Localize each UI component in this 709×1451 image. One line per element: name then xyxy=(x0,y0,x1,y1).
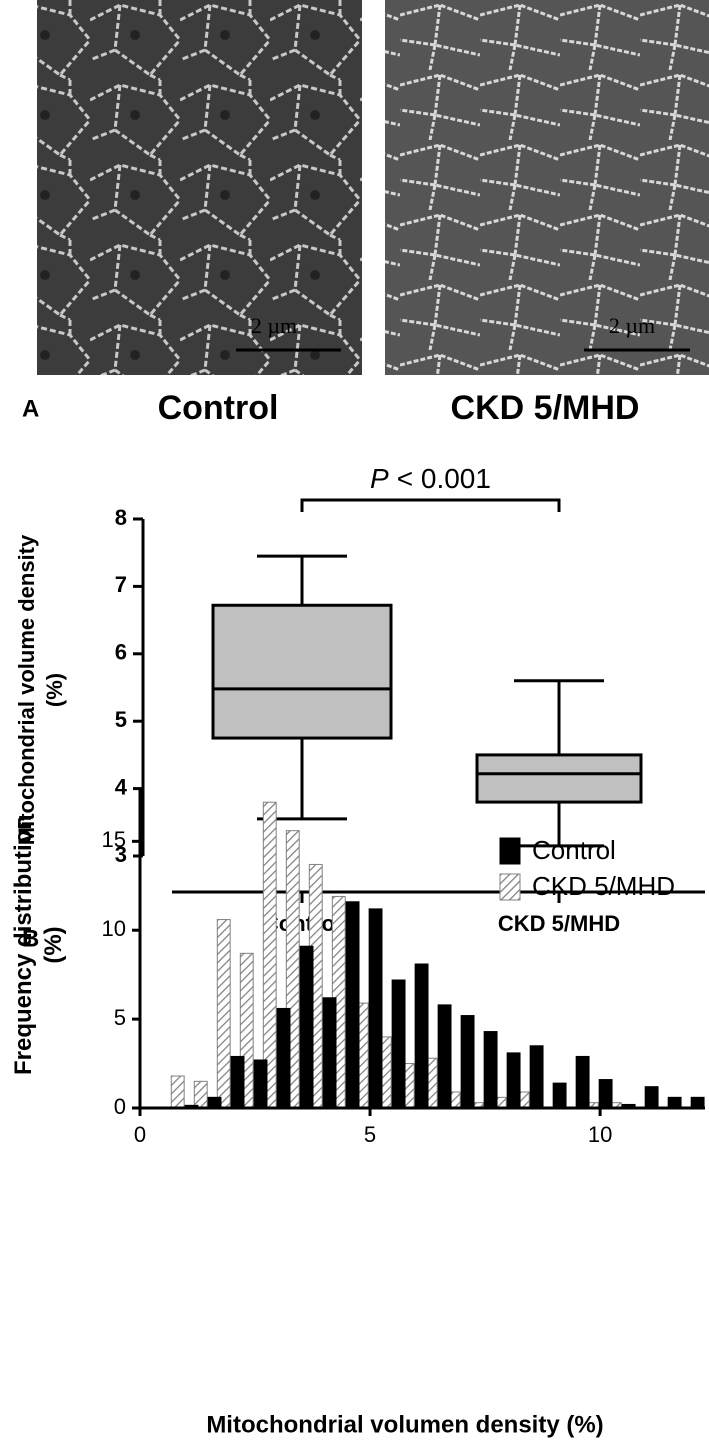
significance-bracket xyxy=(300,498,561,512)
y-tick-label: 10 xyxy=(102,916,126,941)
annotation: P < 0.001 xyxy=(370,463,491,494)
annotation-italic: P xyxy=(370,463,389,494)
legend-swatch xyxy=(499,873,521,901)
y-axis-label-line: (%) xyxy=(40,926,67,963)
y-tick-label: 8 xyxy=(115,505,127,530)
y-tick-label: 0 xyxy=(114,1094,126,1119)
x-tick-label: 5 xyxy=(364,1122,376,1147)
panel-label: A xyxy=(22,395,39,422)
legend-label: CKD 5/MHD xyxy=(532,871,675,901)
y-tick-label: 3 xyxy=(115,842,127,867)
y-tick-label: 4 xyxy=(115,774,128,799)
panel-label: B xyxy=(22,925,39,952)
legend-label: Control xyxy=(532,835,616,865)
x-tick-label: 10 xyxy=(588,1122,612,1147)
bar xyxy=(529,1045,544,1109)
bar xyxy=(483,1031,498,1109)
scale-label: 2 µm xyxy=(251,313,297,338)
bar xyxy=(253,1059,268,1109)
y-tick-label: 15 xyxy=(102,827,126,852)
bar xyxy=(170,1075,185,1109)
legend-swatch xyxy=(499,837,521,865)
bar xyxy=(437,1004,452,1109)
y-axis-label: Mitochondrial volume density (%) xyxy=(14,534,67,845)
y-tick-label: 5 xyxy=(114,1005,126,1030)
box xyxy=(475,753,643,804)
image-caption: CKD 5/MHD xyxy=(451,389,640,427)
bar xyxy=(552,1082,567,1109)
bar xyxy=(368,908,383,1109)
y-axis-label-line: (%) xyxy=(42,673,67,707)
micrograph xyxy=(37,0,362,375)
y-tick-label: 7 xyxy=(115,572,127,597)
x-tick-label: 0 xyxy=(134,1122,146,1147)
scale-label: 2 µm xyxy=(609,313,655,338)
bar xyxy=(193,1080,208,1109)
bar xyxy=(299,945,314,1109)
bar xyxy=(345,901,360,1109)
box xyxy=(211,603,393,740)
bar xyxy=(667,1096,682,1109)
y-tick-label: 6 xyxy=(115,640,127,665)
y-axis-label-line: Frequency distribution xyxy=(10,815,37,1075)
y-axis-label: Frequency distribution (%) xyxy=(10,815,67,1075)
image-caption: Control xyxy=(158,389,279,427)
x-tick-label: CKD 5/MHD xyxy=(498,911,620,936)
y-axis-label-line: Mitochondrial volume density xyxy=(14,534,39,845)
x-axis-label: Mitochondrial volumen density (%) xyxy=(206,1411,603,1438)
bar xyxy=(598,1079,613,1109)
bar xyxy=(690,1096,705,1109)
bar xyxy=(230,1055,245,1109)
bar xyxy=(575,1055,590,1109)
bar xyxy=(460,1015,475,1109)
bar xyxy=(216,919,231,1109)
bar xyxy=(322,997,337,1109)
bar xyxy=(644,1086,659,1109)
micrograph xyxy=(385,0,709,375)
bar xyxy=(276,1007,291,1109)
y-tick-label: 5 xyxy=(115,707,127,732)
bar xyxy=(391,979,406,1109)
annotation-text: < 0.001 xyxy=(397,463,491,494)
bar xyxy=(414,963,429,1109)
bar xyxy=(506,1052,521,1109)
bar xyxy=(207,1096,222,1109)
